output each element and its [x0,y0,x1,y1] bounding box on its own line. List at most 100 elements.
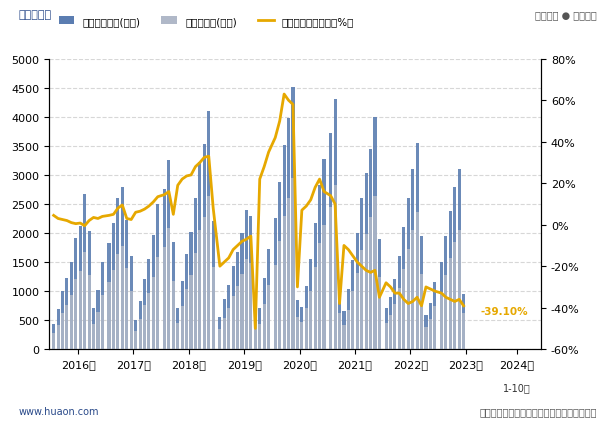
Bar [121,188,124,349]
Bar [143,305,146,349]
Bar [176,308,180,349]
Bar [227,309,230,349]
Bar [267,249,270,349]
Bar [318,186,321,349]
Bar [57,325,60,349]
Bar [232,267,235,349]
Bar [462,294,465,349]
Bar [424,316,427,349]
Bar [207,196,210,349]
Bar [112,270,115,349]
Bar [278,183,281,349]
Bar [440,262,443,349]
Bar [223,318,226,349]
Bar [329,208,332,349]
Bar [79,227,82,349]
Bar [462,313,465,349]
Bar [420,275,423,349]
Bar [309,291,312,349]
Bar [458,230,461,349]
Legend: 房地产投资额(亿元), 住宅投资额(亿元), 房地产投资额增速（%）: 房地产投资额(亿元), 住宅投资额(亿元), 房地产投资额增速（%） [54,13,359,31]
Bar [384,323,387,349]
Bar [402,269,405,349]
Bar [267,285,270,349]
Bar [249,216,252,349]
Bar [274,265,277,349]
Bar [97,312,100,349]
Text: 数据来源：国家统计局、华经产业研究院整理: 数据来源：国家统计局、华经产业研究院整理 [479,406,597,416]
Bar [116,254,119,349]
Bar [172,281,175,349]
Bar [167,228,170,349]
Bar [355,273,359,349]
Bar [245,210,248,349]
Bar [416,212,419,349]
Bar [70,295,73,349]
Bar [278,242,281,349]
Bar [65,278,68,349]
Bar [304,309,308,349]
Bar [347,311,350,349]
Bar [172,242,175,349]
Bar [134,331,137,349]
Bar [125,268,129,349]
Bar [398,256,401,349]
Bar [240,275,244,349]
Bar [101,295,104,349]
Bar [130,256,133,349]
Bar [411,170,415,349]
Bar [411,230,415,349]
Bar [87,232,90,349]
Bar [296,300,299,349]
Bar [258,324,261,349]
Bar [185,255,188,349]
Bar [394,280,397,349]
Bar [194,254,197,349]
Bar [453,242,456,349]
Bar [429,303,432,349]
Bar [292,178,295,349]
Bar [347,290,350,349]
Bar [61,291,64,349]
Bar [292,88,295,349]
Bar [416,144,419,349]
Bar [218,330,221,349]
Text: -39.10%: -39.10% [480,306,528,316]
Bar [384,309,387,349]
Bar [407,199,410,349]
Text: www.huaon.com: www.huaon.com [18,406,99,416]
Bar [143,279,146,349]
Bar [101,262,104,349]
Bar [449,211,452,349]
Bar [245,259,248,349]
Bar [389,297,392,349]
Text: 2016-2024年10月云南省房地产投资额及住宅投资额: 2016-2024年10月云南省房地产投资额及住宅投资额 [18,17,334,35]
Bar [445,275,448,349]
Bar [152,236,155,349]
Bar [138,319,141,349]
Bar [338,294,341,349]
Bar [343,325,346,349]
Bar [440,293,443,349]
Bar [314,268,317,349]
Bar [360,250,363,349]
Bar [74,280,77,349]
Bar [329,133,332,349]
Bar [125,221,129,349]
Bar [152,277,155,349]
Bar [254,323,257,349]
Bar [232,296,235,349]
Bar [121,246,124,349]
Bar [304,286,308,349]
Bar [236,287,239,349]
Bar [300,322,303,349]
Bar [207,112,210,349]
Bar [322,225,325,349]
Bar [65,305,68,349]
Bar [263,279,266,349]
Bar [176,323,180,349]
Bar [373,118,376,349]
Bar [282,217,286,349]
Bar [420,236,423,349]
Text: 专业严谨 ● 客观科学: 专业严谨 ● 客观科学 [535,10,597,20]
